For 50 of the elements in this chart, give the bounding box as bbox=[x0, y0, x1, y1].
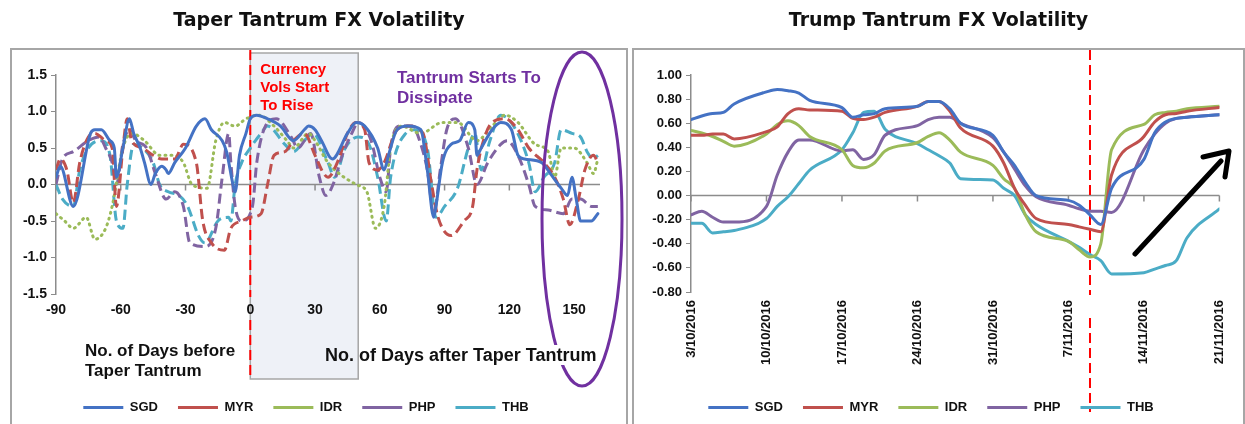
y-tick-label: 1.0 bbox=[27, 102, 48, 119]
y-tick-label: 1.5 bbox=[27, 65, 48, 82]
y-tick-label: 0.60 bbox=[656, 114, 682, 130]
x-tick-label: 120 bbox=[497, 301, 522, 318]
x-tick-label: 14/11/2016 bbox=[1135, 300, 1151, 365]
x-tick-label: 90 bbox=[436, 301, 453, 318]
x-tick-label: -90 bbox=[45, 301, 67, 318]
x-tick-label: 30 bbox=[307, 301, 324, 318]
x-tick-label: 31/10/2016 bbox=[984, 300, 1000, 366]
y-tick-label: -1.0 bbox=[22, 248, 48, 265]
legend-label: MYR bbox=[849, 399, 879, 415]
y-tick-label: -0.80 bbox=[652, 283, 682, 299]
y-tick-label: 0.80 bbox=[656, 90, 682, 106]
legend-label: IDR bbox=[944, 399, 968, 415]
y-tick-label: 0.00 bbox=[656, 187, 682, 203]
y-tick-label: -0.60 bbox=[652, 259, 682, 275]
annotation: Tantrum Starts To Dissipate bbox=[397, 68, 542, 108]
legend-label: SGD bbox=[129, 399, 158, 415]
y-tick-label: -1.5 bbox=[22, 284, 48, 301]
x-tick-label: 3/10/2016 bbox=[682, 300, 698, 358]
x-tick-label: 60 bbox=[372, 301, 388, 318]
y-tick-label: 0.0 bbox=[27, 175, 48, 192]
x-tick-label: 21/11/2016 bbox=[1210, 300, 1226, 365]
y-tick-label: 0.20 bbox=[656, 163, 682, 179]
y-tick-label: -0.40 bbox=[652, 235, 682, 251]
y-tick-label: 0.5 bbox=[27, 138, 48, 155]
chart-title: Taper Tantrum FX Volatility bbox=[172, 8, 466, 30]
legend-label: PHP bbox=[408, 399, 436, 415]
legend-label: IDR bbox=[319, 399, 343, 415]
y-tick-label: -0.20 bbox=[652, 211, 682, 227]
x-tick-label: -30 bbox=[175, 301, 196, 318]
legend-label: THB bbox=[1126, 399, 1154, 415]
y-tick-label: 1.00 bbox=[656, 66, 682, 82]
x-tick-label: 150 bbox=[562, 301, 586, 318]
x-tick-label: 7/11/2016 bbox=[1060, 300, 1076, 358]
x-tick-label: 17/10/2016 bbox=[833, 300, 849, 366]
x-tick-label: 24/10/2016 bbox=[909, 300, 925, 366]
legend-label: SGD bbox=[754, 399, 783, 415]
legend-label: THB bbox=[501, 399, 529, 415]
text: No. of Days after Taper Tantrum bbox=[325, 345, 597, 365]
chart-title: Trump Tantrum FX Volatility bbox=[787, 8, 1090, 30]
y-tick-label: 0.40 bbox=[656, 138, 682, 154]
y-tick-label: -0.5 bbox=[22, 211, 48, 228]
x-tick-label: 10/10/2016 bbox=[758, 300, 774, 366]
x-tick-label: -60 bbox=[110, 301, 132, 318]
ref-line-label: Currency Vols Start To Rise bbox=[260, 59, 330, 113]
x-tick-label: 0 bbox=[246, 301, 255, 318]
legend-label: PHP bbox=[1033, 399, 1061, 415]
text: No. of Days before Taper Tantrum bbox=[85, 341, 237, 381]
legend-label: MYR bbox=[224, 399, 254, 415]
